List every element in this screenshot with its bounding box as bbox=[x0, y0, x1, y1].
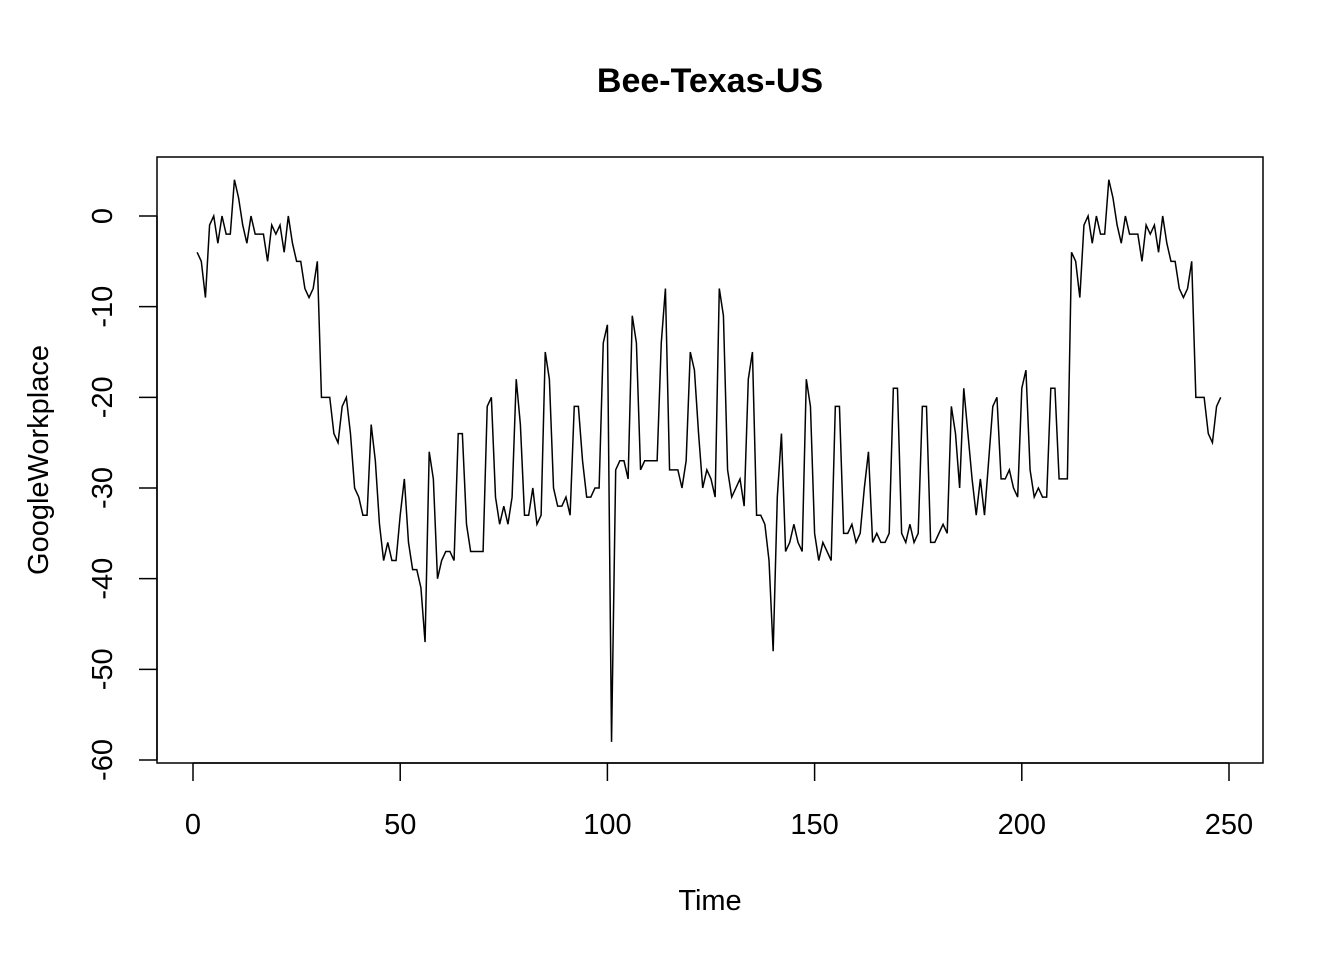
x-axis-label: Time bbox=[678, 885, 741, 917]
y-tick-label: 0 bbox=[87, 208, 119, 224]
x-tick-label: 50 bbox=[384, 809, 416, 841]
y-tick-label: -10 bbox=[87, 286, 119, 328]
x-tick-label: 0 bbox=[185, 809, 201, 841]
x-axis: 0 50 100 150 200 250 bbox=[185, 762, 1253, 841]
x-tick-label: 150 bbox=[790, 809, 838, 841]
x-tick-label: 200 bbox=[998, 809, 1046, 841]
y-tick-label: -50 bbox=[87, 648, 119, 690]
y-tick-label: -20 bbox=[87, 376, 119, 418]
series-line bbox=[196, 179, 1222, 742]
y-tick-label: -60 bbox=[87, 739, 119, 781]
y-axis-label: GoogleWorkplace bbox=[23, 345, 55, 575]
chart-title: Bee-Texas-US bbox=[597, 62, 823, 100]
y-axis: 0 -10 -20 -30 -40 -50 -60 bbox=[87, 208, 158, 781]
plot-frame bbox=[156, 156, 1264, 764]
x-tick-label: 250 bbox=[1205, 809, 1253, 841]
x-tick-label: 100 bbox=[583, 809, 631, 841]
y-tick-label: -40 bbox=[87, 558, 119, 600]
y-tick-label: -30 bbox=[87, 467, 119, 509]
